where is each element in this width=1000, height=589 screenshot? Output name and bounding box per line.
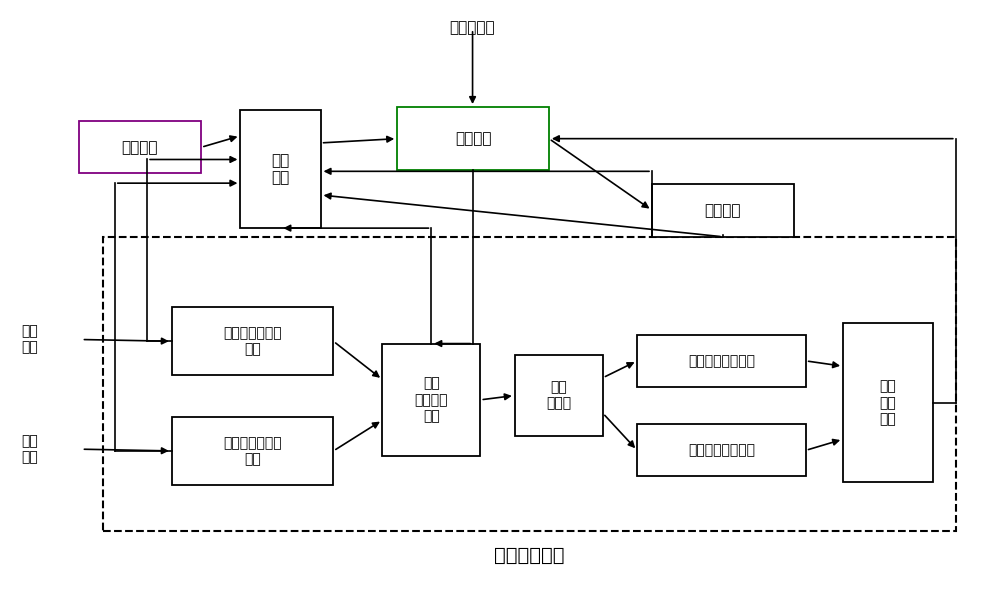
Text: 计数
模块: 计数 模块 — [271, 153, 290, 185]
Text: 第一延迟补偿模块: 第一延迟补偿模块 — [688, 354, 755, 368]
FancyBboxPatch shape — [652, 184, 794, 237]
Text: 高频
脉冲产生
模块: 高频 脉冲产生 模块 — [415, 376, 448, 423]
Text: 第二窄脉冲产生
模块: 第二窄脉冲产生 模块 — [223, 436, 282, 466]
FancyBboxPatch shape — [240, 110, 321, 228]
FancyBboxPatch shape — [172, 307, 333, 375]
Text: 信号处理模块: 信号处理模块 — [494, 546, 565, 565]
FancyBboxPatch shape — [397, 107, 549, 170]
FancyBboxPatch shape — [637, 424, 806, 477]
FancyBboxPatch shape — [843, 323, 933, 482]
Text: 鉴相
测量
模块: 鉴相 测量 模块 — [880, 379, 896, 426]
Text: 时钟模块: 时钟模块 — [122, 140, 158, 155]
FancyBboxPatch shape — [382, 343, 480, 456]
FancyBboxPatch shape — [515, 355, 603, 436]
FancyBboxPatch shape — [79, 121, 201, 173]
FancyBboxPatch shape — [172, 417, 333, 485]
Text: 光开
关模块: 光开 关模块 — [546, 380, 571, 411]
Text: 第一
信号: 第一 信号 — [22, 325, 39, 355]
Text: 第二延迟补偿模块: 第二延迟补偿模块 — [688, 444, 755, 457]
FancyBboxPatch shape — [637, 335, 806, 387]
Text: 第一窄脉冲产生
模块: 第一窄脉冲产生 模块 — [223, 326, 282, 356]
Text: 复位模块: 复位模块 — [705, 203, 741, 218]
Text: 输出时间差: 输出时间差 — [450, 21, 495, 35]
Text: 计算模块: 计算模块 — [455, 131, 491, 146]
Text: 第二
信号: 第二 信号 — [22, 434, 39, 464]
